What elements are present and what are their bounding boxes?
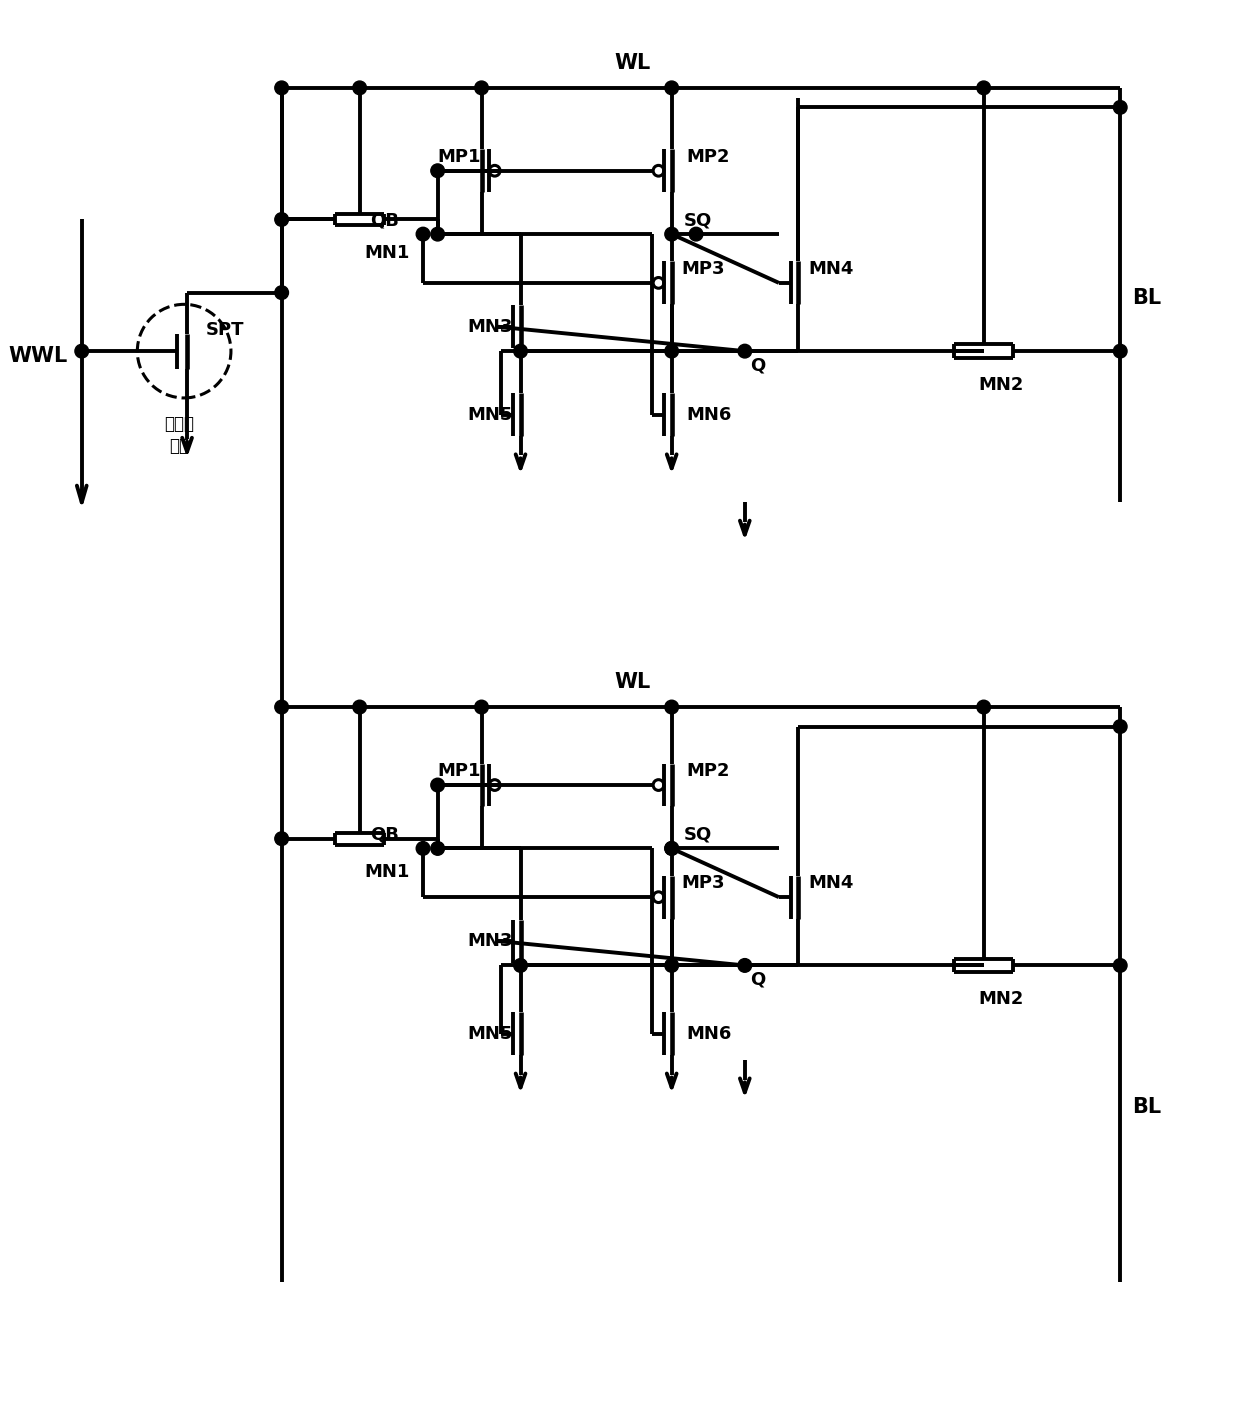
Text: WL: WL: [615, 54, 651, 74]
Circle shape: [74, 344, 88, 359]
Text: MN1: MN1: [365, 244, 410, 262]
Text: MN5: MN5: [467, 1024, 512, 1043]
Text: MN1: MN1: [365, 863, 410, 881]
Text: BL: BL: [1132, 288, 1161, 307]
Circle shape: [275, 81, 289, 95]
Text: MN2: MN2: [978, 990, 1024, 1007]
Text: MN6: MN6: [686, 405, 732, 424]
Circle shape: [738, 344, 751, 359]
Text: SPT: SPT: [206, 322, 244, 340]
Circle shape: [689, 227, 703, 241]
Circle shape: [665, 700, 678, 714]
Text: MP2: MP2: [686, 762, 730, 781]
Circle shape: [430, 778, 444, 792]
Circle shape: [275, 213, 289, 227]
Text: MP1: MP1: [438, 147, 481, 166]
Circle shape: [475, 700, 489, 714]
Circle shape: [275, 700, 289, 714]
Circle shape: [417, 227, 430, 241]
Text: MP2: MP2: [686, 147, 730, 166]
Circle shape: [430, 227, 444, 241]
Circle shape: [275, 286, 289, 299]
Circle shape: [430, 164, 444, 177]
Circle shape: [738, 959, 751, 972]
Text: 共享传
输管: 共享传 输管: [164, 415, 195, 455]
Circle shape: [353, 700, 367, 714]
Text: MN2: MN2: [978, 376, 1024, 394]
Circle shape: [275, 832, 289, 846]
Circle shape: [1114, 101, 1127, 115]
Text: MN4: MN4: [808, 259, 853, 278]
Circle shape: [430, 842, 444, 856]
Text: MP1: MP1: [438, 762, 481, 781]
Text: WL: WL: [615, 673, 651, 693]
Circle shape: [977, 700, 991, 714]
Text: MN4: MN4: [808, 874, 853, 893]
Circle shape: [665, 344, 678, 359]
Text: Q: Q: [750, 356, 765, 374]
Circle shape: [475, 81, 489, 95]
Text: SQ: SQ: [683, 211, 712, 230]
Circle shape: [1114, 344, 1127, 359]
Text: MN3: MN3: [467, 932, 512, 949]
Circle shape: [977, 81, 991, 95]
Circle shape: [665, 842, 678, 856]
Circle shape: [665, 842, 678, 856]
Circle shape: [1114, 959, 1127, 972]
Text: MP3: MP3: [682, 874, 725, 893]
Text: QB: QB: [370, 826, 398, 843]
Circle shape: [665, 81, 678, 95]
Text: Q: Q: [750, 971, 765, 988]
Circle shape: [665, 959, 678, 972]
Circle shape: [513, 344, 527, 359]
Text: MN5: MN5: [467, 405, 512, 424]
Text: BL: BL: [1132, 1097, 1161, 1117]
Text: WWL: WWL: [7, 346, 67, 366]
Circle shape: [665, 227, 678, 241]
Text: MN3: MN3: [467, 317, 512, 336]
Text: SQ: SQ: [683, 826, 712, 843]
Circle shape: [417, 842, 430, 856]
Text: QB: QB: [370, 211, 398, 230]
Text: MP3: MP3: [682, 259, 725, 278]
Circle shape: [513, 959, 527, 972]
Circle shape: [1114, 720, 1127, 734]
Text: MN6: MN6: [686, 1024, 732, 1043]
Circle shape: [353, 81, 367, 95]
